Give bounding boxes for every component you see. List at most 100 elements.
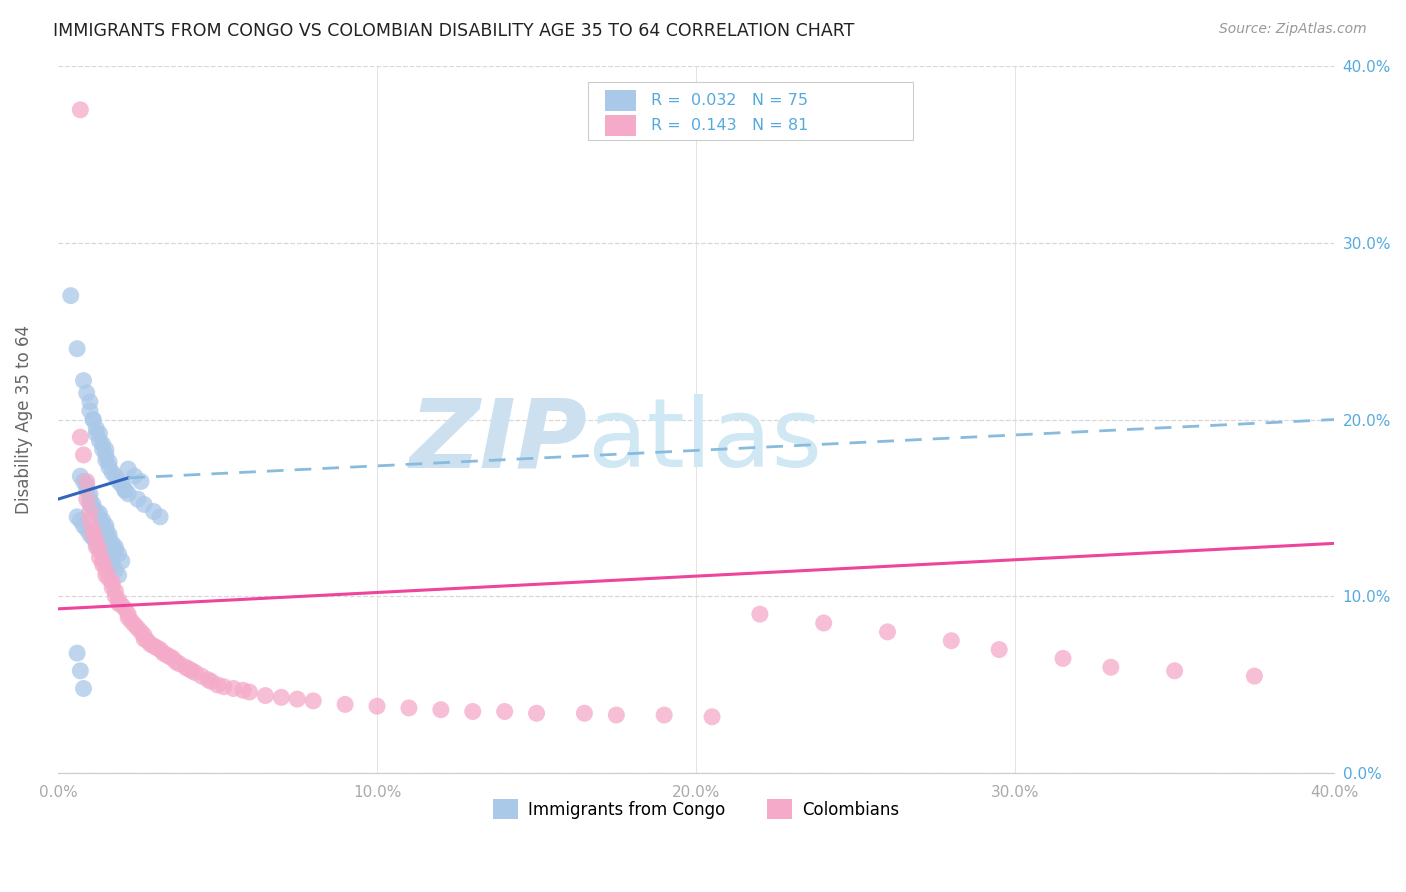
Point (127, 621, 149, 635)
Point (1243, 669, 1265, 683)
Point (190, 669, 212, 683)
Point (174, 660, 197, 674)
Point (79, 504, 101, 518)
Point (82, 501, 104, 516)
Point (82, 527, 104, 541)
Point (94, 448, 117, 462)
Point (181, 664, 204, 678)
Point (91, 545, 114, 559)
Text: ZIP: ZIP (409, 394, 588, 487)
Point (134, 632, 156, 646)
Point (104, 540, 127, 554)
Point (1052, 651, 1074, 665)
Point (94, 568, 117, 582)
Point (700, 710, 723, 724)
Point (120, 614, 142, 628)
Point (142, 504, 165, 518)
Point (127, 492, 149, 507)
Point (149, 509, 172, 524)
Point (72, 374, 94, 388)
Point (876, 624, 898, 639)
Point (461, 705, 484, 719)
Point (84, 533, 107, 547)
Point (207, 678, 229, 692)
Point (94, 525, 117, 540)
Point (76, 386, 98, 401)
Point (84, 504, 107, 518)
Point (98, 554, 121, 568)
Point (76, 492, 98, 507)
Point (79, 487, 101, 501)
Point (82, 531, 104, 545)
Point (69, 469, 91, 483)
Point (146, 640, 169, 655)
Point (82, 412, 104, 426)
Point (91, 437, 114, 451)
Point (111, 554, 134, 568)
Point (91, 442, 114, 457)
Point (91, 513, 114, 527)
Point (114, 483, 136, 498)
Point (333, 698, 356, 712)
Point (66, 342, 89, 356)
Point (66, 646, 89, 660)
Point (79, 492, 101, 507)
Point (107, 568, 129, 582)
Point (111, 478, 134, 492)
Point (117, 610, 139, 624)
Point (101, 536, 124, 550)
Point (79, 394, 101, 409)
Point (129, 475, 152, 489)
Point (152, 646, 174, 660)
Y-axis label: Disability Age 35 to 64: Disability Age 35 to 64 (15, 325, 32, 514)
Point (167, 657, 190, 671)
Point (155, 648, 177, 662)
Point (526, 706, 548, 721)
FancyBboxPatch shape (606, 115, 636, 136)
Point (89, 434, 111, 448)
Point (177, 662, 200, 676)
Point (149, 642, 172, 657)
Point (94, 563, 117, 577)
Point (117, 462, 139, 476)
Point (114, 483, 136, 498)
Point (84, 421, 107, 435)
Point (212, 680, 235, 694)
Point (91, 558, 114, 572)
Point (101, 466, 124, 480)
Point (254, 689, 277, 703)
Point (94, 522, 117, 536)
Point (72, 518, 94, 533)
Point (107, 475, 129, 489)
Point (114, 602, 136, 616)
Legend: Immigrants from Congo, Colombians: Immigrants from Congo, Colombians (486, 793, 905, 825)
Point (430, 703, 453, 717)
Point (159, 649, 181, 664)
Point (302, 694, 325, 708)
Point (89, 511, 111, 525)
Point (124, 617, 146, 632)
Text: IMMIGRANTS FROM CONGO VS COLOMBIAN DISABILITY AGE 35 TO 64 CORRELATION CHART: IMMIGRANTS FROM CONGO VS COLOMBIAN DISAB… (53, 22, 855, 40)
Point (84, 540, 107, 554)
Point (605, 708, 627, 723)
Point (79, 513, 101, 527)
Point (94, 550, 117, 565)
Point (94, 442, 117, 457)
Point (1099, 660, 1122, 674)
Point (232, 683, 254, 698)
Text: R =  0.143   N = 81: R = 0.143 N = 81 (651, 118, 808, 133)
Point (94, 453, 117, 467)
Point (813, 615, 835, 630)
Point (72, 448, 94, 462)
Point (94, 518, 117, 533)
Point (98, 527, 121, 541)
Text: atlas: atlas (588, 394, 823, 487)
Point (124, 469, 146, 483)
Point (107, 547, 129, 561)
Point (748, 607, 770, 622)
Point (76, 483, 98, 498)
Point (104, 469, 127, 483)
Point (104, 563, 127, 577)
Point (76, 475, 98, 489)
Point (89, 550, 111, 565)
